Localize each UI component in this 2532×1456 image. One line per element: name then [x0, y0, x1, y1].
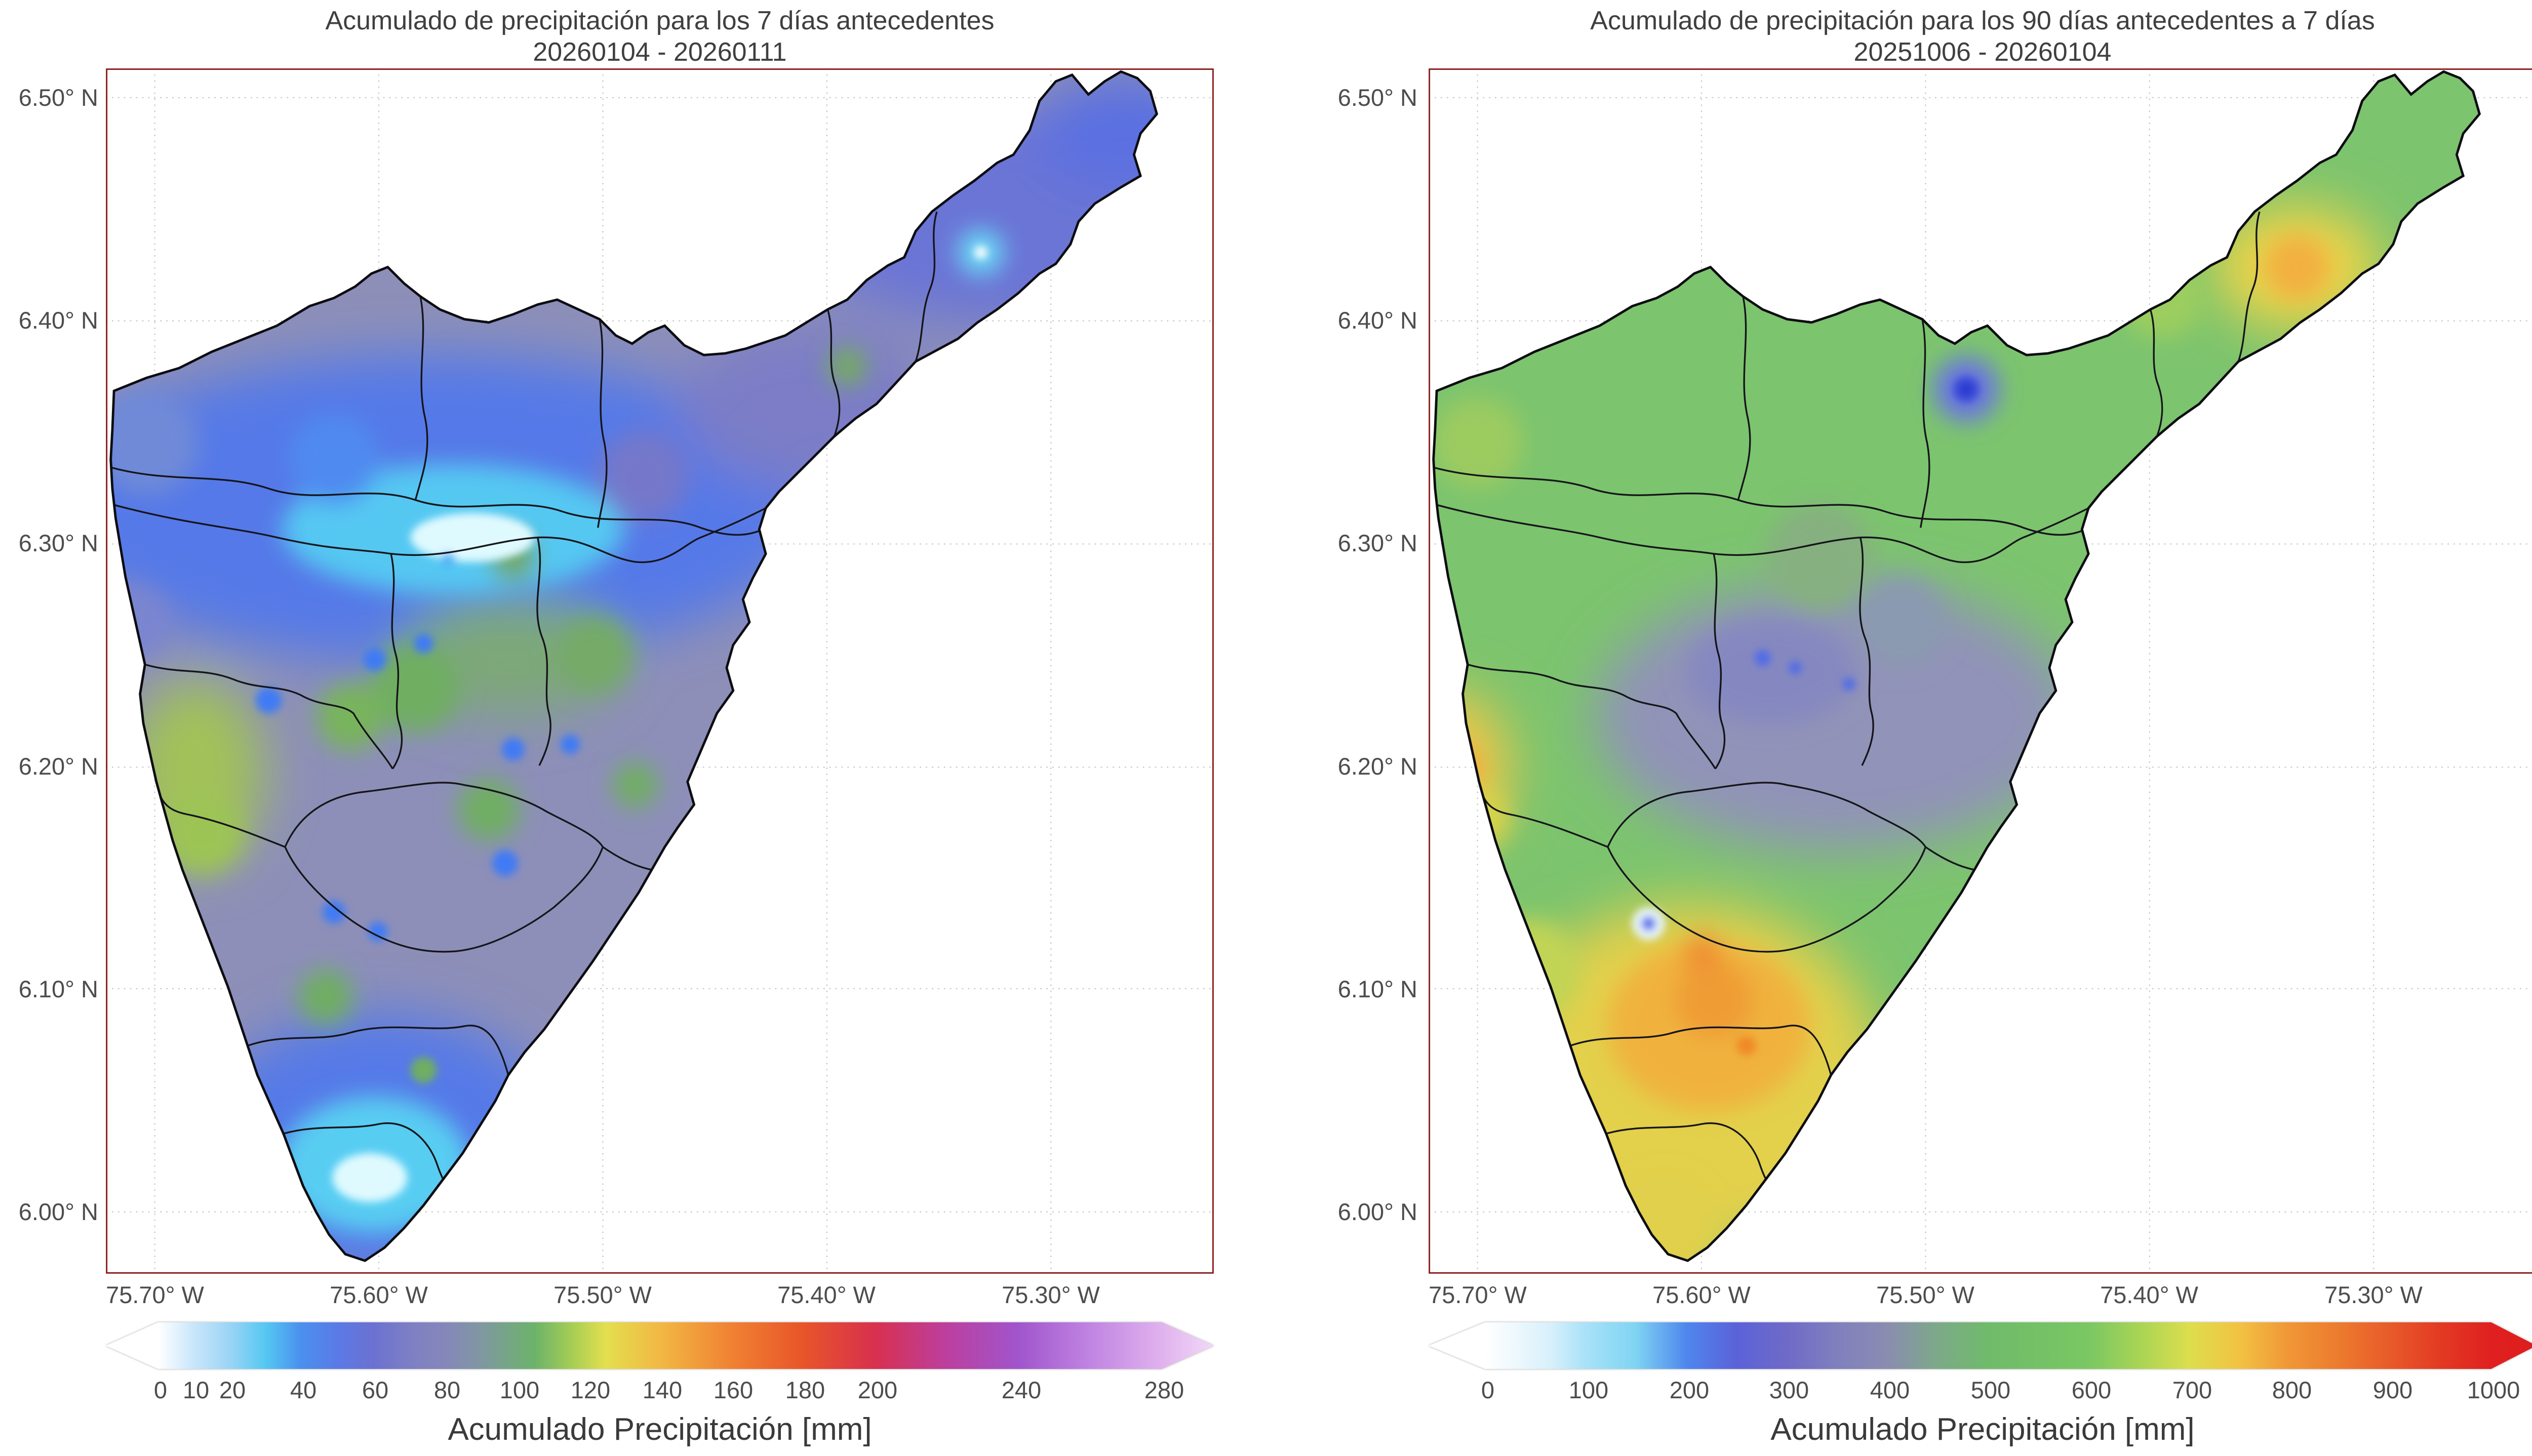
- panel-90day-title: Acumulado de precipitación para los 90 d…: [1429, 5, 2532, 68]
- colorbar-tick: 20: [219, 1377, 246, 1403]
- x-tick: 75.50° W: [553, 1281, 652, 1308]
- colorbar-tick: 600: [2071, 1377, 2112, 1403]
- colorbar-tick: 0: [153, 1377, 168, 1403]
- colorbar-tick: 280: [1144, 1377, 1184, 1403]
- panel-7day-title: Acumulado de precipitación para los 7 dí…: [106, 5, 1214, 68]
- colorbar-7day-label: Acumulado Precipitación [mm]: [448, 1412, 872, 1447]
- plot-frame: [1429, 68, 2532, 1274]
- colorbar-tick: 800: [2272, 1377, 2312, 1403]
- map-90day: [1429, 68, 2532, 1274]
- colorbar-tick: 900: [2372, 1377, 2413, 1403]
- y-tick: 6.30° N: [1337, 530, 1417, 556]
- panel-90day-title-line2: 20251006 - 20260104: [1853, 37, 2112, 67]
- y-tick: 6.50° N: [1337, 84, 1417, 111]
- y-tick: 6.20° N: [18, 753, 98, 780]
- colorbar-tick: 40: [290, 1377, 317, 1403]
- colorbar-tick: 200: [1669, 1377, 1710, 1403]
- x-tick: 75.60° W: [1652, 1281, 1751, 1308]
- colorbar-tick: 200: [857, 1377, 898, 1403]
- y-tick: 6.20° N: [1337, 753, 1417, 780]
- colorbar-tick: 100: [499, 1377, 540, 1403]
- x-tick: 75.50° W: [1876, 1281, 1974, 1308]
- panel-90day-title-line1: Acumulado de precipitación para los 90 d…: [1590, 6, 2375, 35]
- colorbar-tick: 100: [1568, 1377, 1609, 1403]
- colorbar-tick: 1000: [2467, 1377, 2520, 1403]
- colorbar-tick: 500: [1970, 1377, 2011, 1403]
- panel-7day-title-line2: 20260104 - 20260111: [533, 37, 787, 67]
- colorbar-tick: 700: [2172, 1377, 2212, 1403]
- colorbar-tick: 0: [1481, 1377, 1495, 1403]
- x-tick: 75.30° W: [1002, 1281, 1100, 1308]
- y-tick: 6.10° N: [1337, 976, 1417, 1002]
- colorbar-90day-gradient: [1429, 1322, 2532, 1369]
- x-tick: 75.70° W: [1429, 1281, 1527, 1308]
- colorbar-tick: 400: [1870, 1377, 1910, 1403]
- colorbar-7day-gradient: [106, 1322, 1214, 1369]
- map-7day: [106, 68, 1214, 1274]
- x-tick: 75.30° W: [2324, 1281, 2423, 1308]
- y-tick: 6.40° N: [18, 307, 98, 334]
- colorbar-tick: 80: [433, 1377, 461, 1403]
- precip-field-90day: [1433, 71, 2480, 1261]
- colorbar-tick: 140: [642, 1377, 683, 1403]
- plot-frame: [106, 68, 1214, 1274]
- colorbar-7day: [106, 1322, 1214, 1369]
- y-tick: 6.00° N: [1337, 1198, 1417, 1225]
- colorbar-tick: 160: [713, 1377, 754, 1403]
- colorbar-tick: 180: [785, 1377, 825, 1403]
- colorbar-tick: 300: [1769, 1377, 1809, 1403]
- y-tick: 6.10° N: [18, 976, 98, 1002]
- x-tick: 75.40° W: [2100, 1281, 2198, 1308]
- x-tick: 75.40° W: [777, 1281, 876, 1308]
- precip-field-7day: [110, 71, 1157, 1261]
- colorbar-90day-label: Acumulado Precipitación [mm]: [1770, 1412, 2195, 1447]
- colorbar-tick: 120: [570, 1377, 611, 1403]
- x-tick: 75.70° W: [106, 1281, 204, 1308]
- x-tick: 75.60° W: [330, 1281, 428, 1308]
- y-tick: 6.40° N: [1337, 307, 1417, 334]
- colorbar-tick: 10: [182, 1377, 210, 1403]
- y-tick: 6.00° N: [18, 1198, 98, 1225]
- colorbar-tick: 60: [362, 1377, 389, 1403]
- panel-7day-title-line1: Acumulado de precipitación para los 7 dí…: [325, 6, 995, 35]
- y-tick: 6.30° N: [18, 530, 98, 556]
- colorbar-tick: 240: [1001, 1377, 1042, 1403]
- y-tick: 6.50° N: [18, 84, 98, 111]
- colorbar-90day: [1429, 1322, 2532, 1369]
